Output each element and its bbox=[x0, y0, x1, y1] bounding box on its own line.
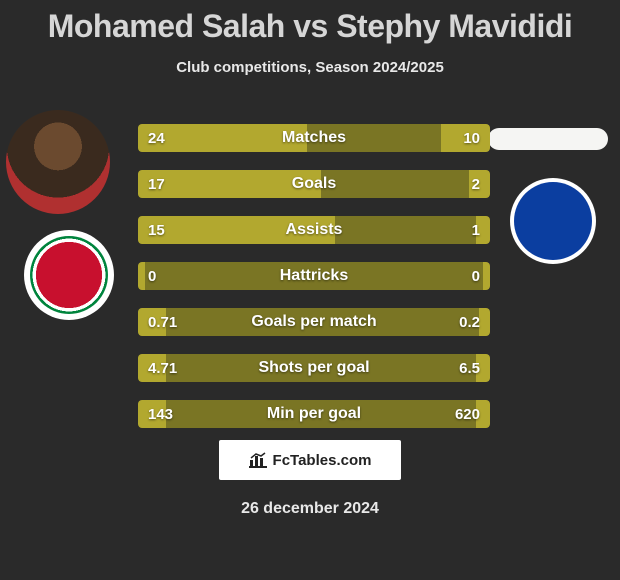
stat-row: Min per goal143 620 bbox=[138, 400, 490, 428]
stat-value-left: 4.71 bbox=[148, 354, 177, 382]
stat-value-right: 620 bbox=[455, 400, 480, 428]
stat-value-right: 1 bbox=[472, 216, 480, 244]
stat-row: Matches24 10 bbox=[138, 124, 490, 152]
stat-row: Assists15 1 bbox=[138, 216, 490, 244]
stat-row: Goals17 2 bbox=[138, 170, 490, 198]
stat-label: Hattricks bbox=[138, 262, 490, 290]
stat-label: Assists bbox=[138, 216, 490, 244]
stat-value-left: 0 bbox=[148, 262, 156, 290]
footer-badge: FcTables.com bbox=[219, 440, 401, 480]
footer-text: FcTables.com bbox=[273, 452, 372, 469]
stat-row: Hattricks0 0 bbox=[138, 262, 490, 290]
player-left-avatar bbox=[6, 110, 110, 214]
stat-label: Shots per goal bbox=[138, 354, 490, 382]
stat-value-right: 0.2 bbox=[459, 308, 480, 336]
stat-label: Goals per match bbox=[138, 308, 490, 336]
player-right-avatar-placeholder bbox=[488, 128, 608, 150]
chart-icon bbox=[249, 452, 267, 468]
stat-row: Shots per goal4.71 6.5 bbox=[138, 354, 490, 382]
club-right-badge bbox=[510, 178, 596, 264]
stat-value-left: 24 bbox=[148, 124, 165, 152]
stat-row: Goals per match0.71 0.2 bbox=[138, 308, 490, 336]
stat-bars-container: Matches24 10 Goals17 2 Assists15 1 Hattricks0 0… bbox=[138, 124, 490, 446]
stat-label: Matches bbox=[138, 124, 490, 152]
stat-label: Goals bbox=[138, 170, 490, 198]
stat-value-left: 15 bbox=[148, 216, 165, 244]
stat-value-right: 0 bbox=[472, 262, 480, 290]
stat-value-right: 6.5 bbox=[459, 354, 480, 382]
club-left-badge bbox=[24, 230, 114, 320]
stat-value-left: 0.71 bbox=[148, 308, 177, 336]
stat-value-left: 17 bbox=[148, 170, 165, 198]
stat-value-right: 10 bbox=[463, 124, 480, 152]
page-title: Mohamed Salah vs Stephy Mavididi bbox=[0, 0, 620, 45]
stat-label: Min per goal bbox=[138, 400, 490, 428]
stat-value-right: 2 bbox=[472, 170, 480, 198]
date-text: 26 december 2024 bbox=[0, 500, 620, 518]
subtitle: Club competitions, Season 2024/2025 bbox=[0, 59, 620, 76]
stat-value-left: 143 bbox=[148, 400, 173, 428]
